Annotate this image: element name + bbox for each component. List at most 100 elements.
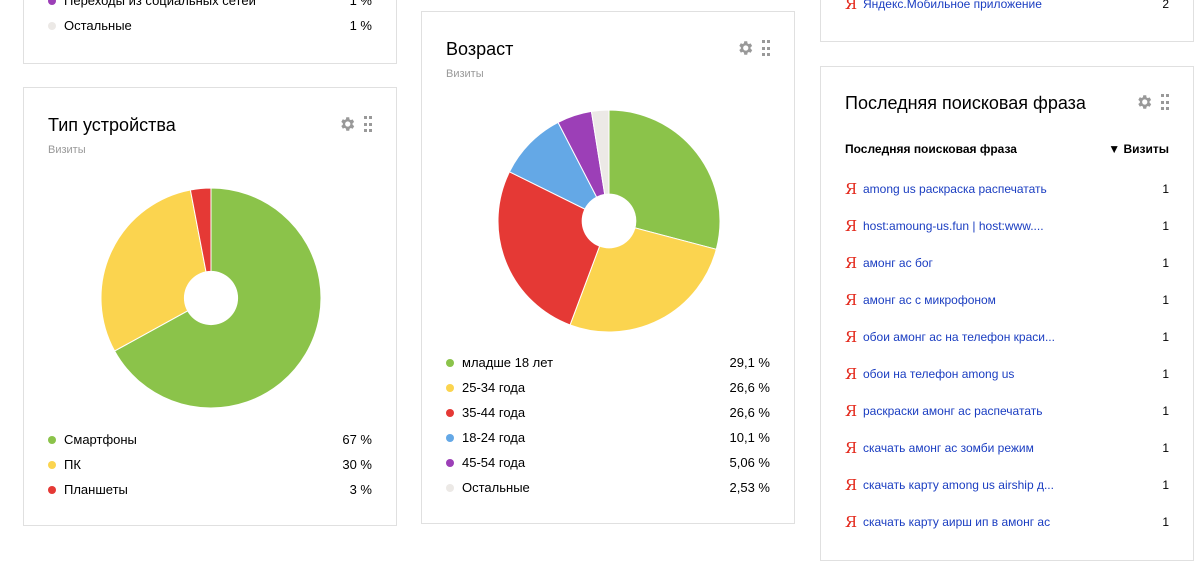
table-row: Я Яндекс.Мобильное приложение 2 [845, 0, 1169, 22]
pie-slice-3[interactable] [189, 187, 212, 299]
search-phrase-link[interactable]: among us раскраска распечатать [863, 181, 1047, 196]
card-title: Последняя поисковая фраза [845, 93, 1086, 113]
drag-handle-icon[interactable] [364, 116, 372, 132]
search-phrase-link[interactable]: амонг ас с микрофоном [863, 292, 996, 307]
search-phrase-link[interactable]: host:amoung-us.fun | host:www.... [863, 218, 1044, 233]
visits-count: 1 [1162, 329, 1169, 344]
pie-slice-3[interactable] [497, 171, 610, 326]
column-header-phrase[interactable]: Последняя поисковая фраза [845, 142, 1017, 156]
search-phrase-link[interactable]: скачать карту among us airship д... [863, 477, 1054, 492]
legend-item[interactable]: ПК 30 % [48, 452, 372, 477]
search-phrase-link[interactable]: скачать амонг ас зомби режим [863, 440, 1034, 455]
search-phrase-link[interactable]: обои на телефон among us [863, 366, 1015, 381]
pie-slice-4[interactable] [508, 121, 611, 223]
legend-item[interactable]: Переходы из социальных сетей 1 % [48, 0, 372, 13]
sources-legend: Переходы из социальных сетей 1 % Остальные… [48, 0, 372, 38]
legend-item[interactable]: Остальные 1 % [48, 13, 372, 38]
device-legend: Смартфоны 67 % ПК 30 % Планшеты 3 % [48, 427, 372, 502]
yandex-icon: Я [845, 364, 858, 383]
visits-count: 1 [1162, 440, 1169, 455]
yandex-icon: Я [845, 438, 858, 457]
search-phrase-link[interactable]: обои амонг ас на телефон краси... [863, 329, 1055, 344]
yandex-icon: Я [845, 0, 858, 13]
pie-slice-2[interactable] [569, 220, 717, 333]
drag-handle-icon[interactable] [1161, 94, 1169, 110]
legend-label: 35-44 года [462, 405, 526, 420]
gear-icon[interactable] [338, 115, 356, 133]
table-header: Последняя поисковая фраза ▼ Визиты [845, 142, 1169, 156]
legend-value: 1 % [349, 0, 372, 8]
legend-dot-icon [446, 383, 454, 392]
search-phrase-link[interactable]: раскраски амонг ас распечатать [863, 403, 1043, 418]
search-phrase-link[interactable]: скачать карту аирш ип в амонг ас [863, 514, 1051, 529]
legend-dot-icon [446, 408, 454, 417]
yandex-icon: Я [845, 253, 858, 272]
legend-dot-icon [446, 483, 454, 492]
age-legend: младше 18 лет 29,1 % 25-34 года 26,6 % 35-44… [446, 350, 770, 500]
legend-dot-icon [48, 460, 56, 469]
card-subtitle: Визиты [446, 68, 484, 80]
card-tools [338, 115, 372, 133]
search-phrase-card: Последняя поисковая фраза Последняя поис… [820, 66, 1194, 561]
legend-dot-icon [48, 21, 56, 30]
pie-slice-1[interactable] [608, 109, 721, 250]
visits-count: 1 [1162, 218, 1169, 233]
row-label[interactable]: Яндекс.Мобильное приложение [863, 0, 1042, 11]
yandex-icon: Я [845, 290, 858, 309]
yandex-icon: Я [845, 475, 858, 494]
legend-dot-icon [446, 433, 454, 442]
column-header-visits[interactable]: ▼ Визиты [1108, 142, 1169, 156]
drag-handle-icon[interactable] [762, 40, 770, 56]
yandex-icon: Я [845, 401, 858, 420]
legend-label: младше 18 лет [462, 355, 554, 370]
legend-label: Смартфоны [64, 432, 137, 447]
device-pie-chart [100, 187, 322, 409]
yandex-icon: Я [845, 179, 858, 198]
legend-value: 67 % [342, 432, 372, 447]
source-engines-card: Я Яндекс.Мобильное приложение 2 [820, 0, 1194, 42]
legend-item[interactable]: 35-44 года 26,6 % [446, 400, 770, 425]
sources-card: Переходы из социальных сетей 1 % Остальные… [23, 0, 397, 64]
row-value: 2 [1162, 0, 1169, 11]
legend-item[interactable]: младше 18 лет 29,1 % [446, 350, 770, 375]
search-phrase-link[interactable]: амонг ас бог [863, 255, 933, 270]
visits-count: 1 [1162, 403, 1169, 418]
gear-icon[interactable] [736, 39, 754, 57]
legend-value: 5,06 % [729, 455, 770, 470]
visits-count: 1 [1162, 292, 1169, 307]
gear-icon[interactable] [1135, 93, 1153, 111]
legend-dot-icon [446, 358, 454, 367]
visits-count: 1 [1162, 514, 1169, 529]
legend-label: Переходы из социальных сетей [64, 0, 256, 8]
legend-item[interactable]: Смартфоны 67 % [48, 427, 372, 452]
legend-item[interactable]: 25-34 года 26,6 % [446, 375, 770, 400]
card-tools [1135, 93, 1169, 111]
yandex-icon: Я [845, 216, 858, 235]
legend-item[interactable]: Остальные 2,53 % [446, 475, 770, 500]
legend-item[interactable]: Планшеты 3 % [48, 477, 372, 502]
device-type-card: Тип устройства Визиты Смартфоны 67 % ПК 30 … [23, 87, 397, 526]
age-card: Возраст Визиты младше 18 лет 29,1 % 25-34 … [421, 11, 795, 524]
yandex-icon: Я [845, 327, 858, 346]
pie-slice-6[interactable] [590, 109, 610, 222]
legend-item[interactable]: 18-24 года 10,1 % [446, 425, 770, 450]
pie-slice-2[interactable] [100, 189, 212, 352]
donut-hole [183, 270, 239, 326]
legend-dot-icon [48, 0, 56, 5]
donut-hole [581, 193, 637, 249]
legend-value: 29,1 % [729, 355, 770, 370]
visits-count: 1 [1162, 255, 1169, 270]
legend-value: 1 % [349, 18, 372, 33]
legend-label: Остальные [462, 480, 530, 495]
visits-count: 1 [1162, 366, 1169, 381]
legend-item[interactable]: 45-54 года 5,06 % [446, 450, 770, 475]
legend-label: 25-34 года [462, 380, 526, 395]
